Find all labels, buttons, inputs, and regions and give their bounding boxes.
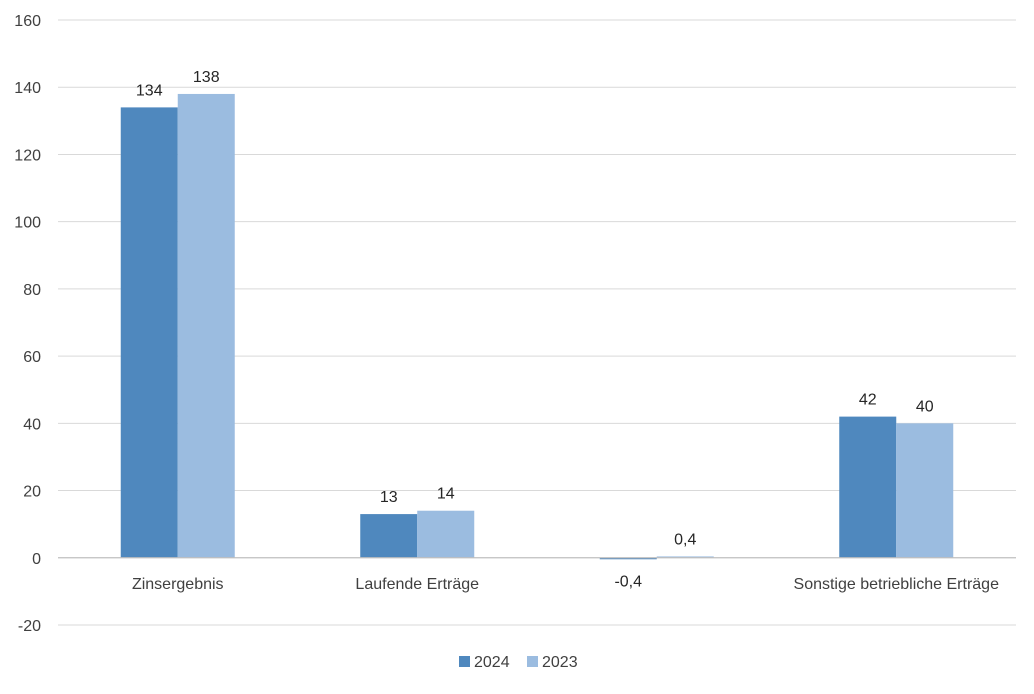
y-tick-label: 120 <box>14 147 41 164</box>
data-label: 138 <box>193 69 220 86</box>
y-tick-label: 160 <box>14 13 41 30</box>
bar-2024 <box>839 416 897 558</box>
data-label: 134 <box>136 82 163 99</box>
bar-2024 <box>120 107 178 558</box>
y-tick-label: 20 <box>23 484 41 501</box>
x-category-label: Zinsergebnis <box>132 576 224 593</box>
x-category-label: Laufende Erträge <box>355 576 479 593</box>
legend-label: 2024 <box>474 654 510 671</box>
y-tick-label: 40 <box>23 416 41 433</box>
bar-2023 <box>177 93 235 558</box>
data-labels: 134 13 -0,4 42 138 14 0,4 40 <box>136 69 934 590</box>
data-label: 0,4 <box>674 531 696 548</box>
data-label: 40 <box>916 398 934 415</box>
y-tick-label: 60 <box>23 349 41 366</box>
bar-2024 <box>599 557 657 560</box>
y-tick-label: -20 <box>18 618 41 635</box>
data-label: 14 <box>437 486 455 503</box>
legend-label: 2023 <box>542 654 578 671</box>
y-tick-label: 100 <box>14 215 41 232</box>
bar-2023 <box>896 423 954 558</box>
legend-swatch <box>527 656 538 667</box>
y-tick-label: 80 <box>23 282 41 299</box>
legend-swatch <box>459 656 470 667</box>
bars <box>120 93 954 560</box>
y-tick-label: 140 <box>14 80 41 97</box>
bar-2024 <box>360 514 418 558</box>
data-label: -0,4 <box>614 573 642 590</box>
y-tick-label: 0 <box>32 551 41 568</box>
legend: 2024 2023 <box>459 654 578 671</box>
data-label: 13 <box>380 489 398 506</box>
bar-2023 <box>417 510 475 558</box>
x-category-label: Sonstige betriebliche Erträge <box>794 576 1000 593</box>
data-label: 42 <box>859 392 877 409</box>
y-axis-tick-labels: -20 0 20 40 60 80 100 120 140 160 <box>14 13 41 635</box>
x-axis-category-labels: Zinsergebnis Laufende Erträge Sonstige bet… <box>132 576 999 593</box>
